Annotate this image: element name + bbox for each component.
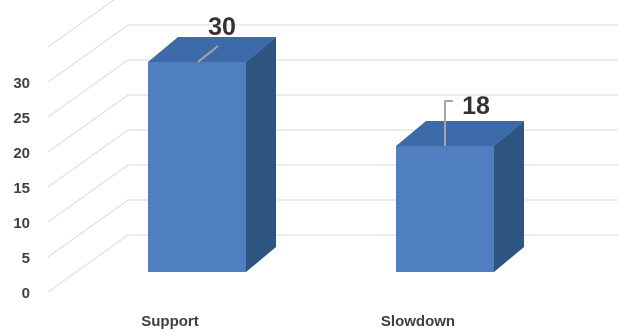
gridline: [47, 24, 618, 83]
data-label: 18: [462, 92, 490, 120]
gridline: [47, 59, 618, 118]
bar-side-face: [494, 121, 524, 272]
y-axis-ticks: 0 5 10 15 20 25 30: [13, 75, 30, 302]
bar-front-face: [148, 62, 246, 272]
bar-top-face: [148, 37, 276, 62]
bar-top-face: [396, 121, 524, 146]
gridline: [47, 199, 618, 258]
data-label: 30: [208, 13, 236, 41]
category-labels: Support Slowdown: [141, 313, 455, 330]
gridline: [47, 234, 618, 293]
bar-slowdown: [396, 121, 524, 272]
data-labels: 30 18: [197, 13, 490, 146]
y-tick-label: 30: [13, 75, 30, 92]
y-tick-label: 0: [22, 285, 30, 302]
y-tick-label: 5: [22, 250, 30, 267]
bars: [148, 37, 524, 272]
gridline: [47, 94, 618, 153]
bar-side-face: [246, 37, 276, 272]
category-label: Slowdown: [381, 313, 455, 330]
y-tick-label: 20: [13, 145, 30, 162]
gridline: [47, 0, 115, 48]
gridlines: [47, 0, 618, 293]
data-label-leader: [444, 100, 453, 146]
data-label-leader: [197, 45, 219, 63]
bar-front-face: [396, 146, 494, 272]
y-tick-label: 25: [13, 110, 30, 127]
y-tick-label: 15: [13, 180, 30, 197]
bar-support: [148, 37, 276, 272]
gridline: [47, 129, 618, 188]
category-label: Support: [141, 313, 199, 330]
y-tick-label: 10: [13, 215, 30, 232]
gridline: [47, 164, 618, 223]
